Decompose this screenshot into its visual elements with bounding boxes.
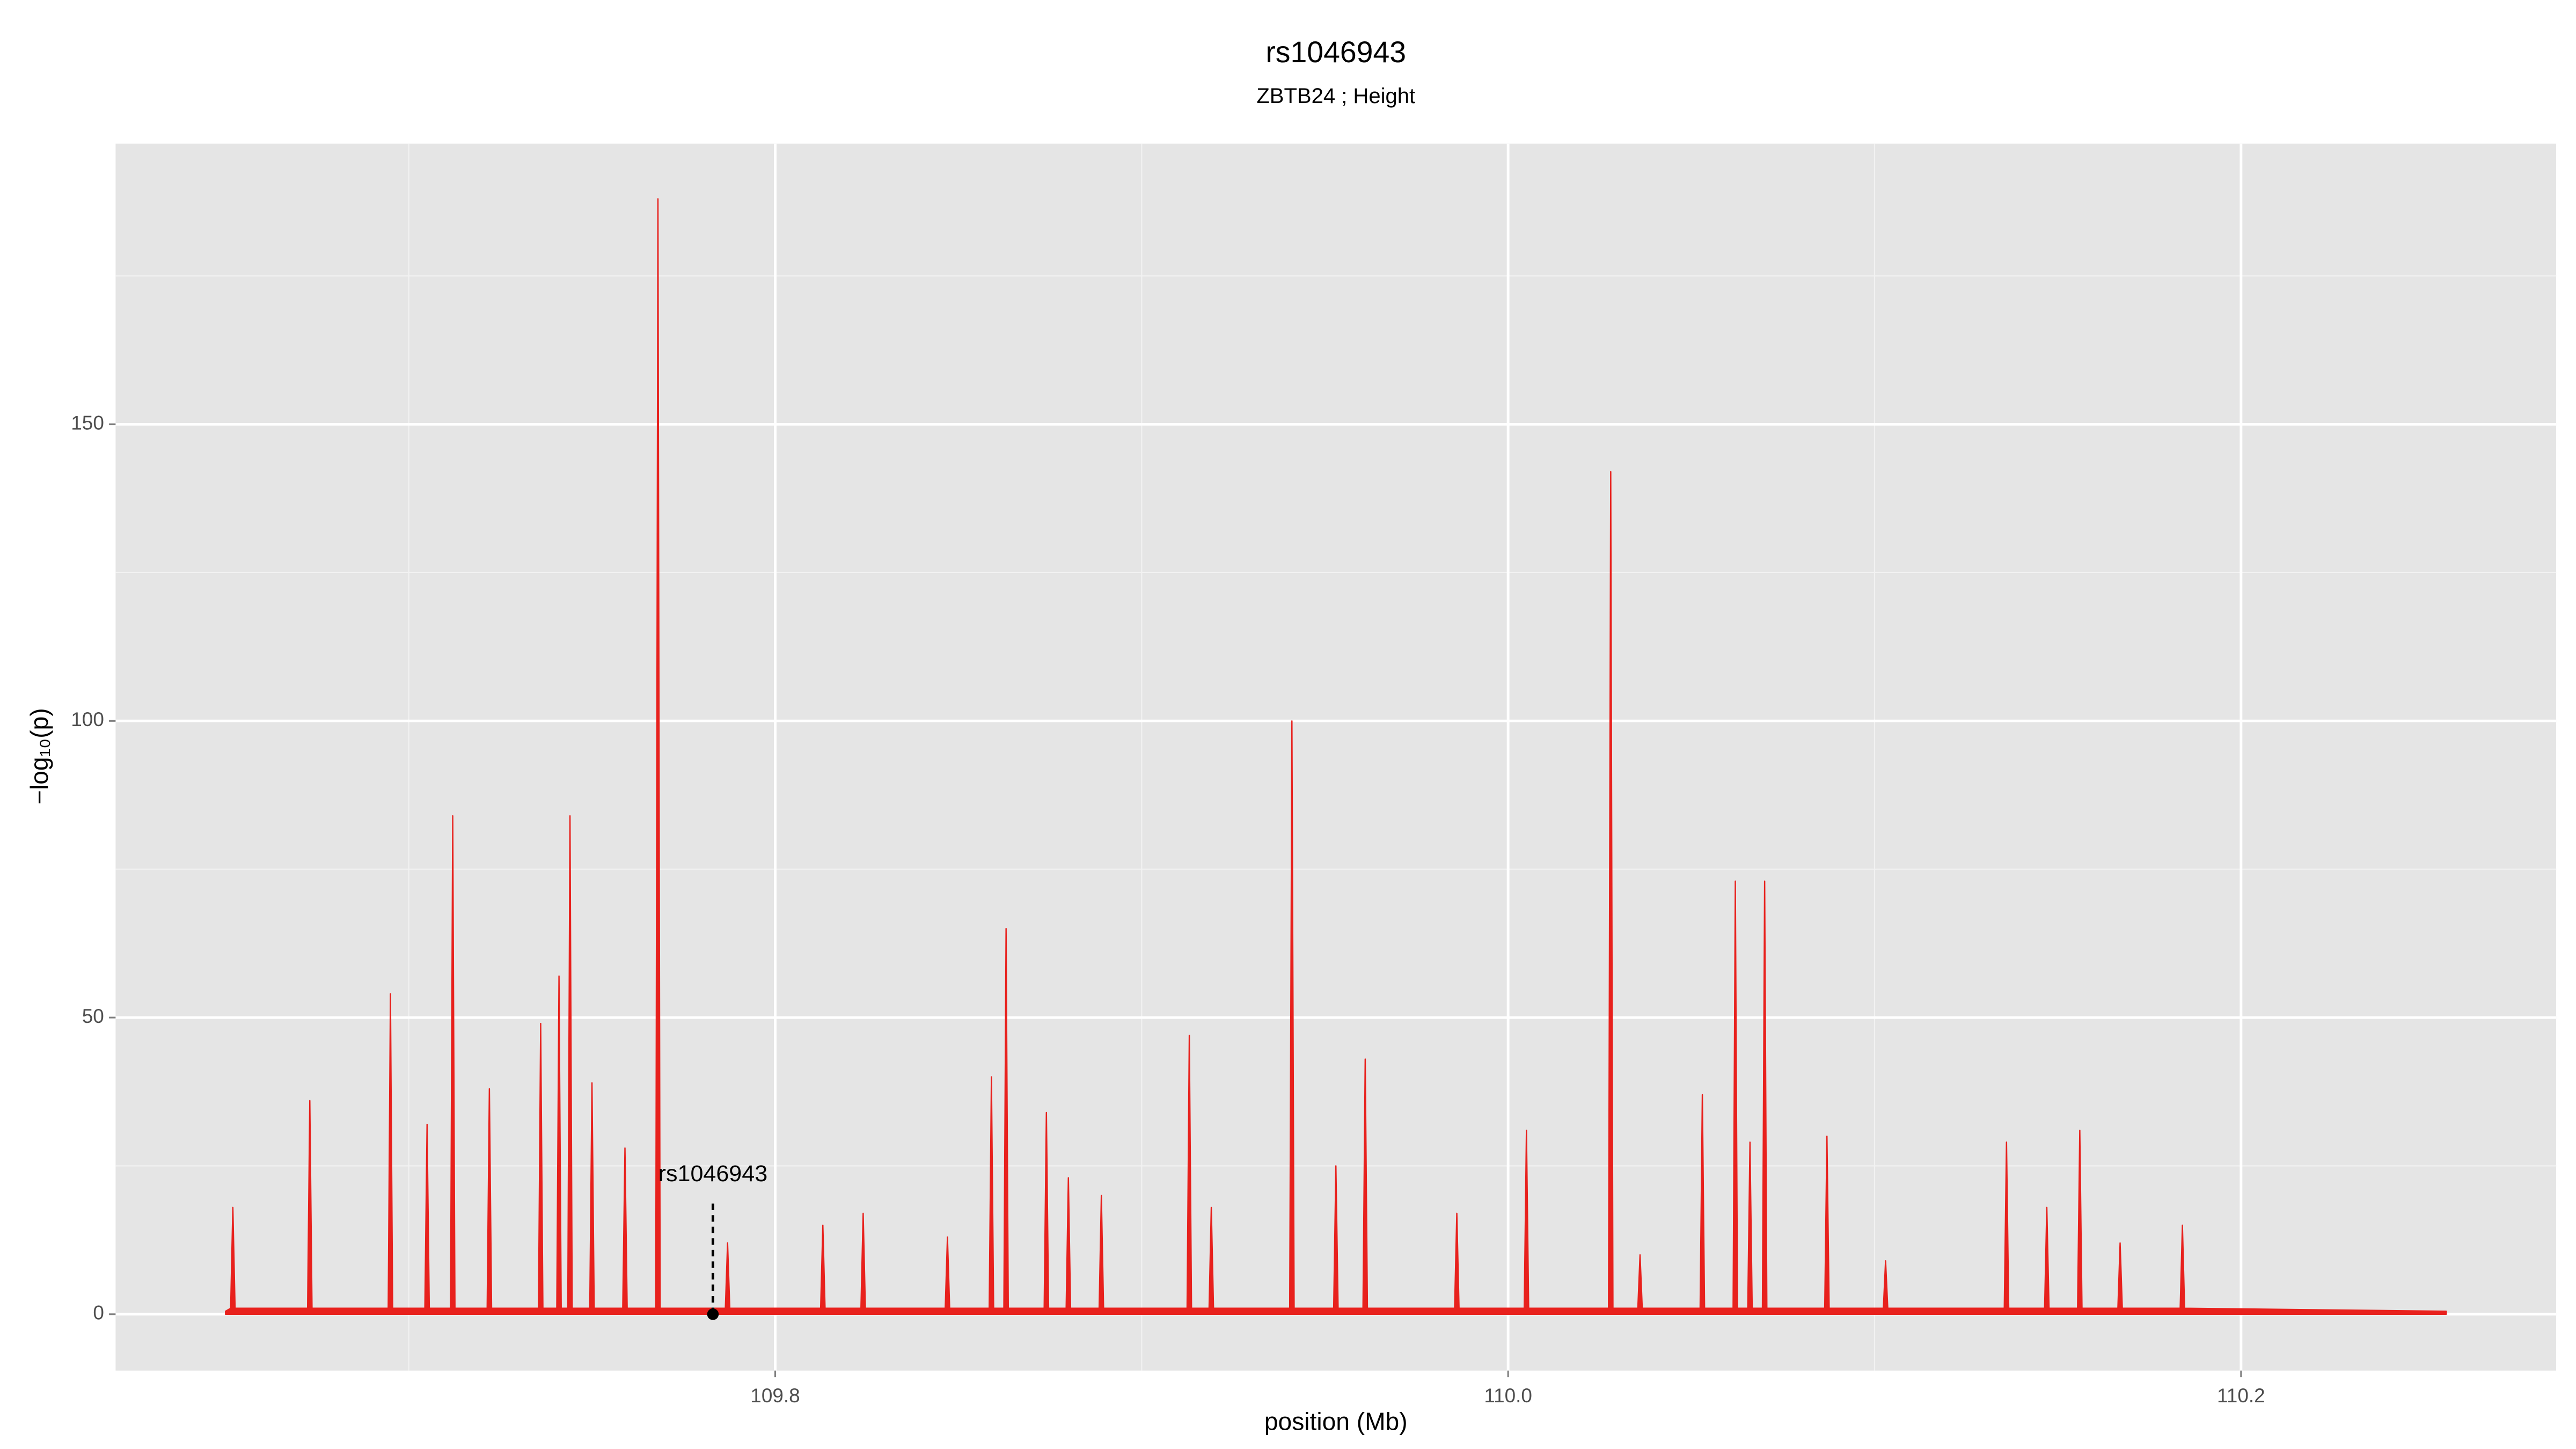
annotation-label: rs1046943 [658,1161,768,1187]
y-tick-label: 50 [82,1005,104,1027]
chart-title: rs1046943 [1265,35,1406,69]
y-tick-label: 100 [71,708,104,730]
x-axis-label: position (Mb) [1264,1407,1408,1435]
x-tick-label: 110.2 [2217,1385,2265,1407]
annotation-point [707,1308,719,1320]
x-tick-label: 110.0 [1484,1385,1532,1407]
y-tick-label: 0 [93,1302,104,1324]
x-tick-label: 109.8 [750,1385,800,1407]
chart-subtitle: ZBTB24 ; Height [1256,84,1415,108]
marks [225,198,2447,1320]
area [225,198,2447,1315]
labels: 109.8 110.0 110.2 0 50 100 150 rs1046943 [71,412,2265,1406]
y-tick-label: 150 [71,412,104,434]
y-axis-label: −log₁₀(p) [25,708,53,804]
